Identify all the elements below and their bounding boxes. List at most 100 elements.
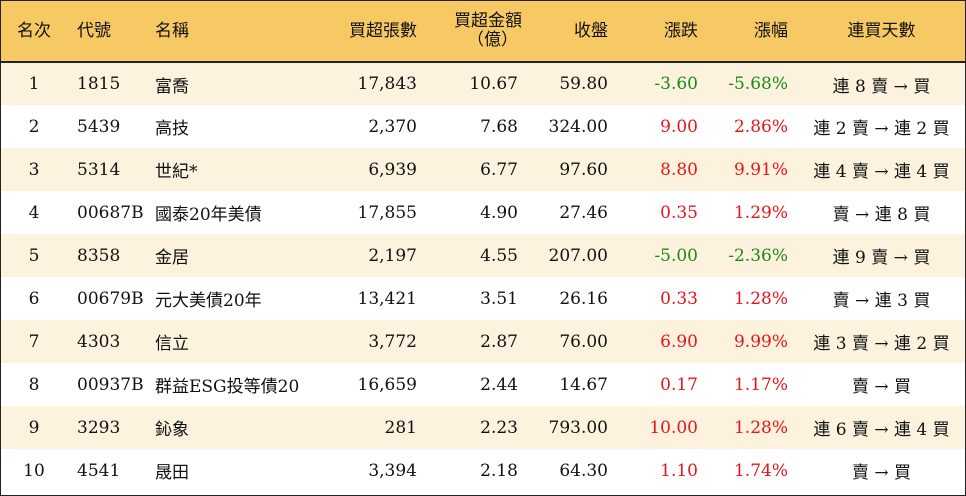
change-cell: 1.10 [660, 460, 698, 481]
days-cell: 連 6 賣 → 連 4 買 [813, 420, 950, 440]
rank-cell: 4 [28, 202, 40, 223]
code-cell: 00679B [77, 288, 144, 309]
close-cell: 207.00 [548, 245, 608, 266]
code-cell: 8358 [77, 245, 121, 266]
amount-cell: 2.87 [480, 331, 518, 352]
change-cell: 0.35 [660, 202, 698, 223]
pct-cell: 1.74% [733, 460, 788, 481]
name-cell: 晟田 [155, 463, 189, 483]
amount-cell: 2.23 [480, 417, 518, 438]
change-cell: 0.33 [660, 288, 698, 309]
name-cell: 群益ESG投等債20 [155, 377, 300, 397]
days-cell: 賣 → 買 [851, 377, 912, 397]
change-cell: 0.17 [660, 374, 698, 395]
shares-cell: 17,855 [357, 202, 417, 223]
pct-cell: 9.91% [733, 159, 788, 180]
amount-cell: 2.44 [480, 374, 518, 395]
days-cell: 連 8 賣 → 買 [798, 61, 965, 105]
table-row: 5 8358 金居 2,197 4.55 207.00 -5.00 -2.36%… [1, 234, 965, 277]
pct-cell: -2.36% [728, 245, 788, 266]
shares-cell: 2,197 [368, 245, 417, 266]
close-cell: 324.00 [548, 116, 608, 137]
shares-cell: 6,939 [368, 159, 417, 180]
rank-cell: 1 [1, 61, 67, 105]
shares-cell: 16,659 [357, 374, 417, 395]
table-row: 8 00937B 群益ESG投等債20 16,659 2.44 14.67 0.… [1, 363, 965, 406]
days-cell: 賣 → 連 8 買 [832, 205, 931, 225]
header-change: 漲跌 [664, 20, 698, 41]
name-cell: 鈊象 [155, 420, 189, 440]
change-cell: 10.00 [649, 417, 698, 438]
close-cell: 14.67 [559, 374, 608, 395]
table-row: 6 00679B 元大美債20年 13,421 3.51 26.16 0.33 … [1, 277, 965, 320]
change-cell: 6.90 [660, 331, 698, 352]
code-cell: 4303 [77, 331, 121, 352]
pct-cell: 1.17% [733, 374, 788, 395]
shares-cell: 3,394 [368, 460, 417, 481]
rank-cell: 5 [28, 245, 40, 266]
code-cell: 1815 [67, 61, 147, 105]
table-row: 2 5439 高技 2,370 7.68 324.00 9.00 2.86% 連… [1, 105, 965, 148]
table-row: 4 00687B 國泰20年美債 17,855 4.90 27.46 0.35 … [1, 191, 965, 234]
close-cell: 76.00 [559, 331, 608, 352]
amount-cell: 6.77 [480, 159, 518, 180]
name-cell: 元大美債20年 [155, 291, 262, 311]
table-row: 10 4541 晟田 3,394 2.18 64.30 1.10 1.74% 賣… [1, 449, 965, 492]
shares-cell: 13,421 [357, 288, 417, 309]
header-rank: 名次 [17, 20, 51, 41]
days-cell: 連 2 賣 → 連 2 買 [813, 119, 950, 139]
amount-cell: 4.55 [480, 245, 518, 266]
code-cell: 00937B [77, 374, 144, 395]
header-pct: 漲幅 [754, 20, 788, 41]
change-cell: -3.60 [618, 61, 708, 105]
close-cell: 27.46 [559, 202, 608, 223]
amount-cell: 4.90 [480, 202, 518, 223]
amount-cell: 2.18 [480, 460, 518, 481]
name-cell: 國泰20年美債 [155, 205, 262, 225]
rank-cell: 2 [28, 116, 40, 137]
rank-cell: 7 [28, 331, 40, 352]
table-body: 1 1815 富喬 17,843 10.67 59.80 -3.60 -5.68… [1, 61, 965, 492]
shares-cell: 17,843 [327, 61, 427, 105]
rank-cell: 8 [28, 374, 40, 395]
amount-cell: 7.68 [480, 116, 518, 137]
name-cell: 高技 [155, 119, 189, 139]
rank-cell: 3 [28, 159, 40, 180]
pct-cell: 1.29% [733, 202, 788, 223]
header-amount-line2: （億） [467, 30, 518, 50]
pct-cell: -5.68% [708, 61, 798, 105]
code-cell: 00687B [77, 202, 144, 223]
header-amount: 買超金額 （億） [427, 1, 528, 62]
days-cell: 連 9 賣 → 買 [832, 248, 931, 268]
name-cell: 金居 [155, 248, 189, 268]
change-cell: 9.00 [660, 116, 698, 137]
shares-cell: 2,370 [368, 116, 417, 137]
close-cell: 793.00 [548, 417, 608, 438]
code-cell: 5314 [77, 159, 121, 180]
amount-cell: 10.67 [427, 61, 528, 105]
shares-cell: 3,772 [368, 331, 417, 352]
close-cell: 97.60 [559, 159, 608, 180]
name-cell: 信立 [155, 334, 189, 354]
table-row: 9 3293 鈊象 281 2.23 793.00 10.00 1.28% 連 … [1, 406, 965, 449]
header-code: 代號 [77, 20, 111, 41]
days-cell: 連 3 賣 → 連 2 買 [813, 334, 950, 354]
table-row: 7 4303 信立 3,772 2.87 76.00 6.90 9.99% 連 … [1, 320, 965, 363]
header-amount-line1: 買超金額 [454, 11, 522, 31]
header-days: 連買天數 [847, 20, 916, 41]
pct-cell: 9.99% [733, 331, 788, 352]
shares-cell: 281 [384, 417, 417, 438]
pct-cell: 1.28% [733, 417, 788, 438]
change-cell: -5.00 [654, 245, 698, 266]
header-name: 名稱 [155, 20, 189, 41]
name-cell: 富喬 [147, 61, 327, 105]
code-cell: 5439 [77, 116, 121, 137]
header-close: 收盤 [574, 20, 608, 41]
amount-cell: 3.51 [480, 288, 518, 309]
rank-cell: 9 [28, 417, 40, 438]
pct-cell: 1.28% [733, 288, 788, 309]
table-row: 1 1815 富喬 17,843 10.67 59.80 -3.60 -5.68… [1, 61, 965, 105]
header-row: 名次 代號 名稱 買超張數 買超金額 （億） 收盤 漲跌 漲幅 連買天數 [1, 1, 965, 62]
days-cell: 連 4 賣 → 連 4 買 [813, 162, 950, 182]
